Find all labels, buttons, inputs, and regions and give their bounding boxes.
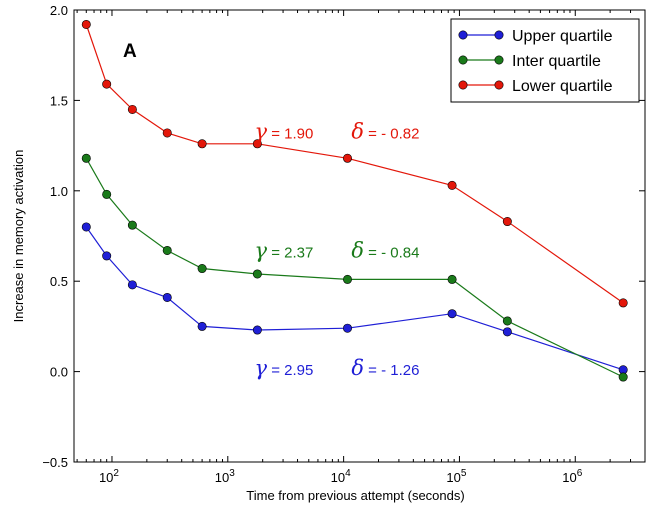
data-point (447, 309, 457, 319)
x-tick-base: 10 (331, 470, 345, 485)
data-point (502, 316, 512, 326)
x-tick-label: 103 (215, 468, 235, 485)
legend-marker (494, 55, 504, 65)
plot-frame (73, 9, 646, 463)
parameter-annotations: γ = 2.95 δ = - 1.26γ = 2.37 δ = - 0.84γ = … (254, 119, 419, 380)
x-tick-base: 10 (446, 470, 460, 485)
gamma-value: = 1.90 (267, 125, 313, 142)
delta-symbol: δ (351, 119, 364, 143)
y-tick-label: 1.0 (50, 184, 68, 199)
data-point (102, 79, 112, 89)
data-point (127, 280, 137, 290)
legend-item: Inter quartile (458, 53, 601, 70)
gamma-symbol: γ (254, 119, 267, 143)
data-point (252, 139, 262, 149)
data-point (127, 104, 137, 114)
param-annotation: γ = 2.37 δ = - 0.84 (254, 239, 419, 263)
legend-marker (494, 30, 504, 40)
gamma-symbol: γ (254, 356, 267, 380)
series-line (85, 24, 624, 304)
series-inter-quartile (81, 153, 628, 382)
legend: Upper quartile Inter quartile Lower quarti… (450, 18, 640, 103)
data-point (81, 153, 91, 163)
param-annotation: γ = 2.95 δ = - 1.26 (254, 356, 419, 380)
legend-marker (458, 80, 468, 90)
legend-marker (494, 80, 504, 90)
legend-label: Lower quartile (512, 78, 613, 95)
gamma-value: = 2.37 (267, 245, 313, 262)
panel-label: A (123, 41, 137, 62)
x-tick-base: 10 (215, 470, 229, 485)
y-tick-label: 2.0 (50, 3, 68, 18)
data-point (447, 180, 457, 190)
legend-item: Upper quartile (458, 28, 613, 45)
legend-label: Inter quartile (512, 53, 601, 70)
x-tick-label: 102 (99, 468, 119, 485)
x-axis-title: Time from previous attempt (seconds) (246, 488, 464, 503)
data-point (197, 139, 207, 149)
data-point (342, 323, 352, 333)
legend-marker (458, 55, 468, 65)
y-tick-label: 0.5 (50, 274, 68, 289)
delta-symbol: δ (351, 239, 364, 263)
delta-value: = - 1.26 (364, 362, 419, 379)
data-point (252, 325, 262, 335)
x-tick-exponent: 6 (577, 468, 583, 479)
data-point (618, 298, 628, 308)
data-point (502, 217, 512, 227)
x-tick-exponent: 2 (113, 468, 119, 479)
data-point (342, 274, 352, 284)
data-point (127, 220, 137, 230)
data-point (81, 19, 91, 29)
delta-value: = - 0.84 (364, 245, 419, 262)
data-point (102, 189, 112, 199)
series-layer (81, 19, 628, 382)
x-tick-label: 106 (562, 468, 582, 485)
x-tick-exponent: 4 (345, 468, 351, 479)
series-lower-quartile (81, 19, 628, 308)
data-point (81, 222, 91, 232)
x-tick-exponent: 5 (461, 468, 467, 479)
legend-label: Upper quartile (512, 28, 613, 45)
gamma-symbol: γ (254, 239, 267, 263)
data-point (502, 327, 512, 337)
legend-marker (458, 30, 468, 40)
x-tick-label: 105 (446, 468, 466, 485)
y-tick-label: −0.5 (42, 455, 68, 470)
series-upper-quartile (81, 222, 628, 375)
data-point (162, 128, 172, 138)
x-tick-label: 104 (331, 468, 351, 485)
data-point (197, 321, 207, 331)
x-tick-base: 10 (99, 470, 113, 485)
y-tick-label: 1.5 (50, 93, 68, 108)
data-point (197, 264, 207, 274)
data-point (162, 245, 172, 255)
gamma-value: = 2.95 (267, 362, 313, 379)
data-point (447, 274, 457, 284)
y-tick-label: 0.0 (50, 365, 68, 380)
delta-symbol: δ (351, 356, 364, 380)
delta-value: = - 0.82 (364, 125, 419, 142)
series-line (85, 158, 624, 378)
y-axis-title: Increase in memory activation (11, 150, 26, 323)
data-point (342, 153, 352, 163)
data-point (252, 269, 262, 279)
x-tick-exponent: 3 (229, 468, 235, 479)
x-tick-base: 10 (562, 470, 576, 485)
param-annotation: γ = 1.90 δ = - 0.82 (254, 119, 419, 143)
series-line (85, 226, 624, 371)
data-point (102, 251, 112, 261)
legend-item: Lower quartile (458, 78, 613, 95)
data-point (618, 372, 628, 382)
data-point (162, 292, 172, 302)
